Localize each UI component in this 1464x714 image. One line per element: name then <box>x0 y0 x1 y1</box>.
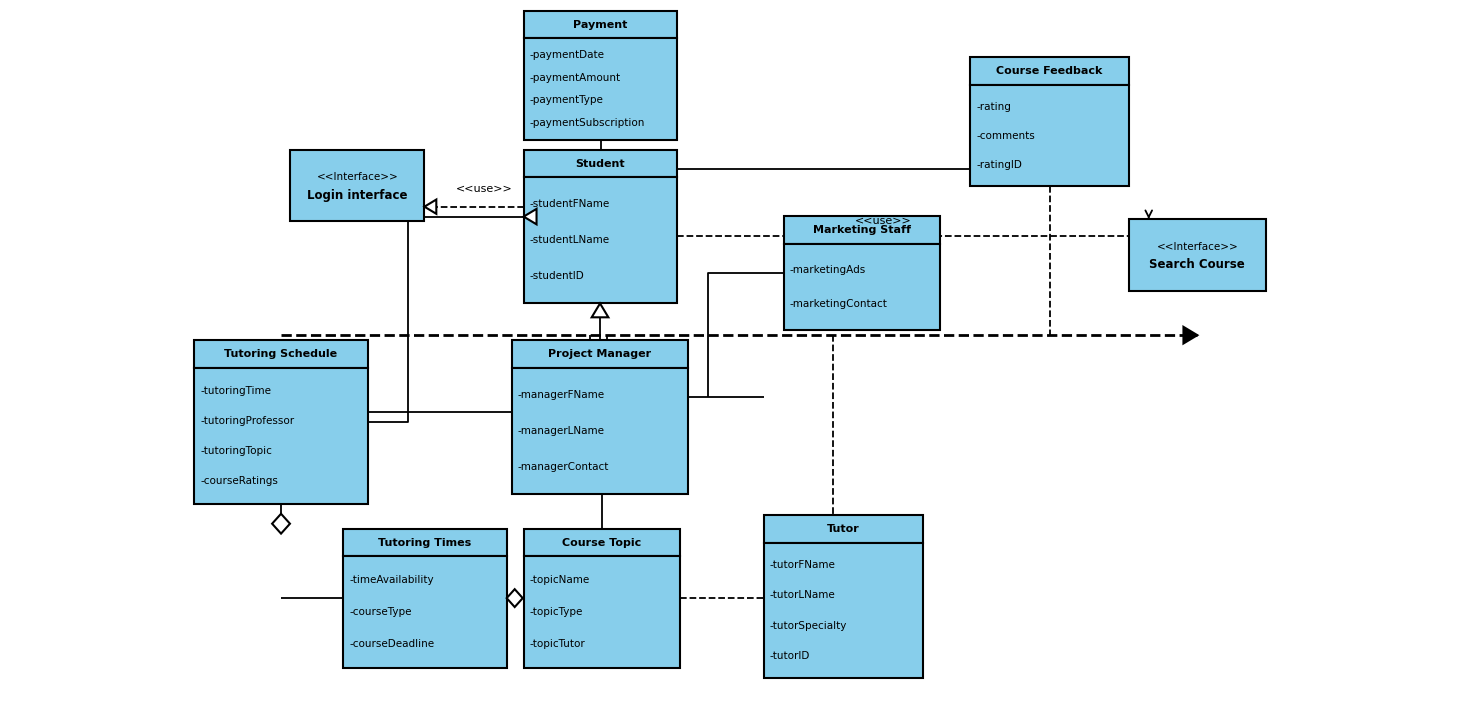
Text: -topicType: -topicType <box>530 607 583 617</box>
Text: -tutoringTopic: -tutoringTopic <box>201 446 272 456</box>
Text: -studentID: -studentID <box>530 271 584 281</box>
Polygon shape <box>507 589 523 607</box>
Text: Login interface: Login interface <box>307 188 407 202</box>
Bar <box>195 340 367 368</box>
Text: <<use>>: <<use>> <box>455 183 512 193</box>
Polygon shape <box>591 303 609 317</box>
Text: -topicName: -topicName <box>530 575 590 585</box>
Text: Tutoring Schedule: Tutoring Schedule <box>224 349 338 359</box>
Bar <box>971 85 1129 186</box>
Text: -managerFName: -managerFName <box>518 390 605 400</box>
Bar <box>971 57 1129 85</box>
Text: -paymentType: -paymentType <box>530 96 603 106</box>
Text: -paymentAmount: -paymentAmount <box>530 73 621 83</box>
Bar <box>524 528 681 556</box>
Text: -paymentDate: -paymentDate <box>530 51 605 61</box>
Text: -tutorFName: -tutorFName <box>770 560 836 570</box>
Bar <box>290 150 425 221</box>
Bar <box>195 368 367 504</box>
Bar <box>524 150 678 177</box>
Text: -tutoringProfessor: -tutoringProfessor <box>201 416 294 426</box>
Text: -marketingAds: -marketingAds <box>789 265 865 275</box>
Text: -studentFName: -studentFName <box>530 199 610 209</box>
Text: -courseDeadline: -courseDeadline <box>348 639 435 649</box>
Bar <box>524 11 678 39</box>
Text: Search Course: Search Course <box>1149 258 1246 271</box>
Text: -tutorID: -tutorID <box>770 651 810 661</box>
Bar <box>764 515 922 543</box>
Text: Tutor: Tutor <box>827 523 859 533</box>
Text: -rating: -rating <box>976 102 1012 112</box>
Bar <box>524 556 681 668</box>
Text: -timeAvailability: -timeAvailability <box>348 575 433 585</box>
Text: -managerLName: -managerLName <box>518 426 605 436</box>
Text: Tutoring Times: Tutoring Times <box>378 538 471 548</box>
Text: -tutorLName: -tutorLName <box>770 590 836 600</box>
Bar <box>783 216 940 244</box>
Text: Course Feedback: Course Feedback <box>997 66 1102 76</box>
Bar <box>764 543 922 678</box>
Bar <box>343 556 507 668</box>
Text: <<Interface>>: <<Interface>> <box>1157 242 1239 252</box>
Text: -paymentSubscription: -paymentSubscription <box>530 118 646 128</box>
Bar <box>343 528 507 556</box>
Polygon shape <box>524 209 536 224</box>
Text: Student: Student <box>575 159 625 169</box>
Text: -comments: -comments <box>976 131 1035 141</box>
Text: Marketing Staff: Marketing Staff <box>813 225 911 235</box>
Text: <<Interface>>: <<Interface>> <box>316 172 398 182</box>
Text: -marketingContact: -marketingContact <box>789 299 887 309</box>
Text: -ratingID: -ratingID <box>976 160 1022 170</box>
Text: Project Manager: Project Manager <box>549 349 651 359</box>
Text: -managerContact: -managerContact <box>518 462 609 472</box>
Bar <box>524 39 678 140</box>
Text: -topicTutor: -topicTutor <box>530 639 586 649</box>
Polygon shape <box>425 199 436 213</box>
Bar <box>512 368 688 494</box>
Text: Course Topic: Course Topic <box>562 538 641 548</box>
Bar <box>524 177 678 303</box>
Bar <box>512 340 688 368</box>
Polygon shape <box>272 514 290 533</box>
Text: Payment: Payment <box>574 19 628 29</box>
Bar <box>1129 219 1266 291</box>
Text: -studentLName: -studentLName <box>530 236 609 246</box>
Text: -tutorSpecialty: -tutorSpecialty <box>770 620 848 630</box>
Polygon shape <box>1183 327 1198 343</box>
Text: <<use>>: <<use>> <box>855 216 912 226</box>
Text: -courseRatings: -courseRatings <box>201 476 278 486</box>
Bar <box>783 244 940 330</box>
Text: -tutoringTime: -tutoringTime <box>201 386 271 396</box>
Text: -courseType: -courseType <box>348 607 411 617</box>
